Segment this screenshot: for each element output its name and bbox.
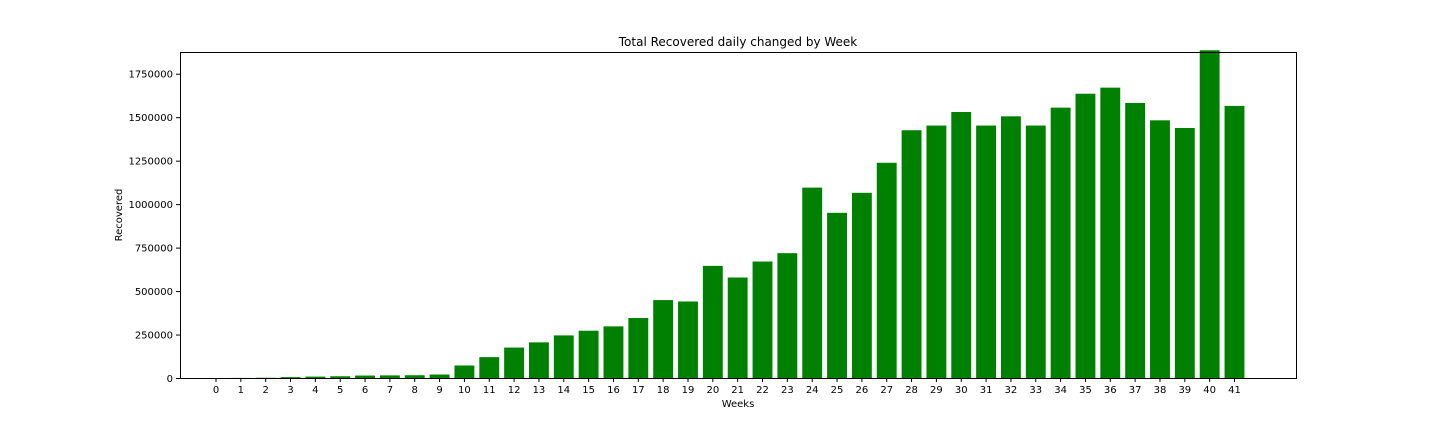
x-tick-label: 5 bbox=[337, 385, 343, 396]
bar-week-31 bbox=[976, 125, 997, 379]
bar-week-41 bbox=[1224, 105, 1245, 378]
x-tick-label: 25 bbox=[831, 385, 844, 396]
y-tick-label: 1500000 bbox=[128, 113, 173, 124]
bar-week-10 bbox=[454, 365, 475, 378]
x-tick-label: 39 bbox=[1178, 385, 1191, 396]
x-tick-label: 26 bbox=[856, 385, 869, 396]
bar-week-9 bbox=[429, 374, 450, 378]
bar-week-19 bbox=[678, 301, 698, 378]
x-tick-label: 22 bbox=[756, 385, 769, 396]
x-tick-label: 7 bbox=[387, 385, 393, 396]
bar-week-39 bbox=[1174, 127, 1195, 378]
x-tick-label: 37 bbox=[1129, 385, 1142, 396]
x-tick-label: 40 bbox=[1203, 385, 1216, 396]
y-tick-label: 250000 bbox=[135, 331, 173, 342]
bar-week-34 bbox=[1050, 107, 1071, 379]
x-tick-label: 35 bbox=[1079, 385, 1092, 396]
x-tick-label: 32 bbox=[1005, 385, 1018, 396]
x-tick-label: 0 bbox=[213, 385, 219, 396]
x-tick-label: 21 bbox=[731, 385, 744, 396]
y-axis: 0 250000 500000 750000 1000000 1250000 1500000… bbox=[128, 70, 180, 385]
bar-week-38 bbox=[1150, 120, 1170, 379]
x-tick-label: 18 bbox=[657, 385, 670, 396]
bar-week-15 bbox=[578, 330, 599, 378]
x-tick-label: 28 bbox=[905, 385, 918, 396]
x-tick-label: 16 bbox=[607, 385, 620, 396]
x-tick-label: 13 bbox=[533, 385, 546, 396]
bar-week-27 bbox=[876, 162, 897, 378]
x-tick-label: 34 bbox=[1054, 385, 1067, 396]
x-tick-label: 2 bbox=[262, 385, 268, 396]
y-tick-label: 1000000 bbox=[128, 200, 173, 211]
bar-week-13 bbox=[529, 342, 549, 378]
bar-week-24 bbox=[802, 187, 823, 378]
bar-week-16 bbox=[603, 326, 624, 378]
bar-week-30 bbox=[951, 111, 972, 378]
x-tick-label: 14 bbox=[557, 385, 570, 396]
bar-week-25 bbox=[827, 212, 847, 378]
x-tick-label: 20 bbox=[706, 385, 719, 396]
x-tick-label: 1 bbox=[238, 385, 244, 396]
x-tick-label: 36 bbox=[1104, 385, 1117, 396]
y-tick-label: 750000 bbox=[135, 244, 173, 255]
bar-week-7 bbox=[379, 375, 400, 378]
x-tick-label: 24 bbox=[806, 385, 819, 396]
bar-week-20 bbox=[702, 265, 723, 378]
x-tick-label: 23 bbox=[781, 385, 794, 396]
x-tick-label: 6 bbox=[362, 385, 368, 396]
plot-frame bbox=[180, 52, 1297, 379]
x-tick-label: 31 bbox=[980, 385, 993, 396]
x-tick-label: 12 bbox=[508, 385, 521, 396]
bar-week-28 bbox=[901, 130, 922, 378]
x-tick-label: 38 bbox=[1154, 385, 1167, 396]
bar-week-37 bbox=[1125, 102, 1146, 378]
x-tick-label: 19 bbox=[682, 385, 695, 396]
x-tick-label: 30 bbox=[955, 385, 968, 396]
y-tick-label: 1750000 bbox=[128, 70, 173, 81]
x-axis-title: Weeks bbox=[722, 399, 755, 410]
x-tick-label: 8 bbox=[412, 385, 418, 396]
y-tick-label: 1250000 bbox=[128, 157, 173, 168]
x-tick-label: 15 bbox=[582, 385, 595, 396]
bar-week-29 bbox=[926, 125, 947, 379]
y-tick-label: 500000 bbox=[135, 287, 173, 298]
bar-week-18 bbox=[653, 300, 674, 378]
bar-week-26 bbox=[851, 192, 872, 378]
x-tick-label: 11 bbox=[483, 385, 496, 396]
x-tick-label: 9 bbox=[436, 385, 442, 396]
bar-week-14 bbox=[553, 335, 574, 378]
bar-week-12 bbox=[504, 347, 525, 378]
x-tick-label: 10 bbox=[458, 385, 471, 396]
bar-week-5 bbox=[330, 376, 351, 378]
bar-week-32 bbox=[1000, 116, 1021, 379]
bar-week-40 bbox=[1199, 50, 1220, 379]
y-axis-title: Recovered bbox=[114, 189, 125, 242]
bars-group bbox=[230, 50, 1245, 379]
bar-week-22 bbox=[752, 261, 773, 378]
bar-week-17 bbox=[628, 318, 649, 378]
y-tick-label: 0 bbox=[167, 374, 173, 385]
x-tick-label: 33 bbox=[1029, 385, 1042, 396]
x-tick-label: 27 bbox=[880, 385, 893, 396]
bar-week-3 bbox=[280, 377, 301, 378]
bar-week-36 bbox=[1100, 87, 1121, 378]
bar-week-23 bbox=[777, 253, 798, 378]
x-tick-label: 17 bbox=[632, 385, 645, 396]
bar-week-6 bbox=[355, 375, 375, 378]
bar-week-21 bbox=[727, 277, 748, 378]
bar-week-11 bbox=[479, 357, 500, 378]
bar-week-8 bbox=[404, 375, 425, 378]
bar-week-33 bbox=[1025, 125, 1046, 379]
chart-title: Total Recovered daily changed by Week bbox=[618, 35, 858, 49]
x-tick-label: 3 bbox=[287, 385, 293, 396]
x-axis: 0 1 2 3 4 5 6 7 8 9 10 11 12 13 14 15 16 17 18 19 20 21 22 23 24… bbox=[213, 378, 1241, 396]
x-tick-label: 41 bbox=[1228, 385, 1241, 396]
x-tick-label: 29 bbox=[930, 385, 943, 396]
x-tick-label: 4 bbox=[312, 385, 318, 396]
bar-week-35 bbox=[1075, 93, 1096, 378]
bar-week-4 bbox=[305, 376, 326, 378]
